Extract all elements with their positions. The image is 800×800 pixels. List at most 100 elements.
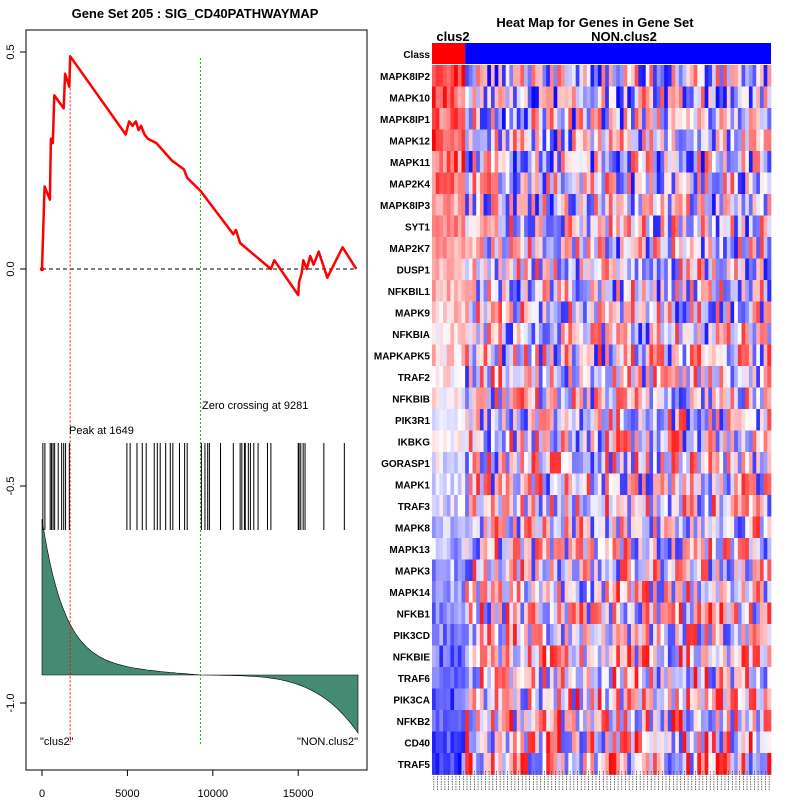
heatmap-cell <box>564 667 569 689</box>
heatmap-cell <box>704 602 709 625</box>
heatmap-cell <box>502 258 507 281</box>
heatmap-cell <box>479 624 484 646</box>
heatmap-cell <box>590 301 595 324</box>
heatmap-cell <box>763 473 768 496</box>
heatmap-cell <box>542 731 547 754</box>
heatmap-cell <box>597 624 602 646</box>
heatmap-cell <box>546 323 551 345</box>
heatmap-cell <box>704 495 709 517</box>
heatmap-cell <box>686 108 691 130</box>
heatmap-cell <box>616 86 621 109</box>
heatmap-cell <box>608 688 613 711</box>
es-plot-frame <box>25 29 368 771</box>
heatmap-cell <box>719 215 724 238</box>
heatmap-cell <box>542 688 547 711</box>
heatmap-cell <box>682 86 687 109</box>
heatmap-cell <box>664 172 669 195</box>
heatmap-cell <box>678 430 683 453</box>
heatmap-cell <box>457 430 462 453</box>
heatmap-cell <box>693 151 698 173</box>
heatmap-cell <box>446 237 451 259</box>
heatmap-cell <box>560 473 565 496</box>
heatmap-cell <box>520 86 525 109</box>
heatmap-cell <box>487 710 492 732</box>
heatmap-cell <box>748 688 753 711</box>
heatmap-cell <box>704 645 709 668</box>
heatmap-cell <box>457 409 462 431</box>
heatmap-cell <box>630 538 636 560</box>
heatmap-cell <box>675 237 680 259</box>
heatmap-cell <box>634 301 639 324</box>
heatmap-cell <box>465 258 470 281</box>
heatmap-cell <box>439 344 444 367</box>
heatmap-cell <box>693 430 698 453</box>
heatmap-cell <box>553 129 558 152</box>
heatmap-cell <box>476 409 481 431</box>
heatmap-cell <box>708 86 713 109</box>
heatmap-cell <box>741 301 746 324</box>
heatmap-cell <box>542 516 547 539</box>
heatmap-cell <box>689 473 694 496</box>
heatmap-cell <box>678 667 683 689</box>
heatmap-cell <box>513 710 518 732</box>
heatmap-cell <box>542 194 547 216</box>
heatmap-cell <box>627 108 632 130</box>
heatmap-cell <box>700 237 706 259</box>
heatmap-cell <box>579 710 584 732</box>
heatmap-cell <box>730 108 735 130</box>
heatmap-cell <box>745 473 750 496</box>
heatmap-cell <box>454 581 459 603</box>
heatmap-cell <box>465 129 470 152</box>
heatmap-cell <box>509 710 514 732</box>
heatmap-cell <box>553 667 558 689</box>
heatmap-cell <box>601 86 606 109</box>
heatmap-cell <box>734 624 739 646</box>
heatmap-cell <box>723 516 728 539</box>
heatmap-cell <box>450 194 455 216</box>
heatmap-cell <box>719 151 724 173</box>
heatmap-cell <box>627 688 632 711</box>
heatmap-cell <box>653 151 658 173</box>
heatmap-cell <box>597 516 602 539</box>
heatmap-cell <box>454 473 459 496</box>
heatmap-cell <box>660 129 665 152</box>
heatmap-cell <box>494 495 499 517</box>
heatmap-cell <box>531 473 536 496</box>
heatmap-cell <box>465 495 470 517</box>
heatmap-cell <box>748 710 753 732</box>
heatmap-cell <box>549 645 554 668</box>
heatmap-cell <box>737 65 742 87</box>
heatmap-cell <box>653 602 658 625</box>
heatmap-cell <box>586 753 591 775</box>
gene-label: MAPK8IP3 <box>380 201 430 212</box>
heatmap-cell <box>608 86 613 109</box>
heatmap-cell <box>682 258 687 281</box>
heatmap-cell <box>715 667 720 689</box>
heatmap-cell <box>667 667 672 689</box>
heatmap-cell <box>583 172 588 195</box>
heatmap-cell <box>748 172 753 195</box>
heatmap-cell <box>553 387 558 410</box>
heatmap-cell <box>468 602 473 625</box>
heatmap-cell <box>734 344 739 367</box>
heatmap-cell <box>608 581 613 603</box>
heatmap-cell <box>671 602 676 625</box>
heatmap-cell <box>490 430 495 453</box>
heatmap-cell <box>468 516 473 539</box>
heatmap-cell <box>737 344 742 367</box>
heatmap-cell <box>664 731 669 754</box>
heatmap-cell <box>590 731 595 754</box>
heatmap-cell <box>667 559 672 582</box>
heatmap-cell <box>745 366 750 388</box>
heatmap-cell <box>756 667 761 689</box>
heatmap-cell <box>708 301 713 324</box>
heatmap-cell <box>487 65 492 87</box>
heatmap-cell <box>457 323 462 345</box>
heatmap-cell <box>638 559 643 582</box>
heatmap-cell <box>483 710 488 732</box>
heatmap-cell <box>524 258 529 281</box>
heatmap-cell <box>763 495 768 517</box>
heatmap-cell <box>527 215 532 238</box>
